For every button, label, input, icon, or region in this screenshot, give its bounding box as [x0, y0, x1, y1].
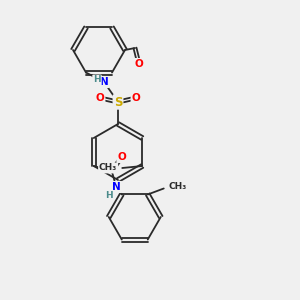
Text: O: O: [96, 93, 104, 103]
Text: S: S: [114, 95, 122, 109]
Text: O: O: [117, 152, 126, 162]
Text: CH₃: CH₃: [99, 164, 117, 172]
Text: N: N: [100, 77, 108, 87]
Text: O: O: [135, 59, 143, 69]
Text: N: N: [112, 182, 121, 192]
Text: CH₃: CH₃: [169, 182, 187, 191]
Text: O: O: [132, 93, 140, 103]
Text: H: H: [105, 190, 112, 200]
Text: H: H: [93, 76, 101, 85]
